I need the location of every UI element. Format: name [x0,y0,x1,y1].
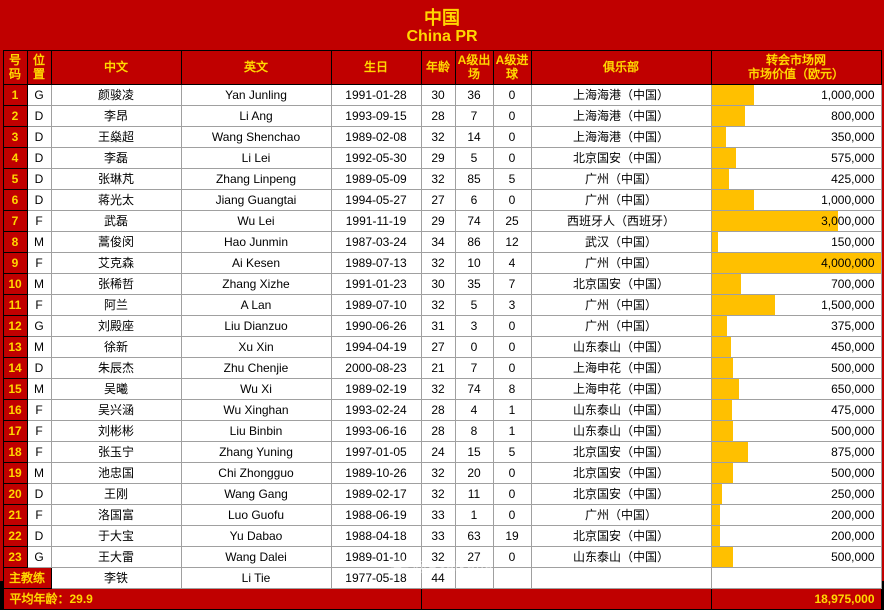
table-row: 18F张玉宁Zhang Yuning1997-01-0524155北京国安（中国… [3,441,881,462]
table-row: 15M吴曦Wu Xi1989-02-1932748上海申花（中国）650,000 [3,378,881,399]
table-row: 8M蒿俊闵Hao Junmin1987-03-24348612武汉（中国）150… [3,231,881,252]
table-row: 3D王燊超Wang Shenchao1989-02-0832140上海海港（中国… [3,126,881,147]
table-row: 19M池忠国Chi Zhongguo1989-10-2632200北京国安（中国… [3,462,881,483]
table-row: 1G颜骏凌Yan Junling1991-01-2830360上海海港（中国）1… [3,84,881,105]
col-num: 号码 [3,51,27,85]
table-row: 13M徐新Xu Xin1994-04-192700山东泰山（中国）450,000 [3,336,881,357]
col-dob: 生日 [331,51,421,85]
col-age: 年龄 [421,51,455,85]
table-row: 2D李昂Li Ang1993-09-152870上海海港（中国）800,000 [3,105,881,126]
footer-row: 平均年龄：29.9 18,975,000 [3,588,881,609]
title-cn: 中国 [0,0,884,28]
table-row: 5D张琳芃Zhang Linpeng1989-05-0932855广州（中国）4… [3,168,881,189]
avg-age: 平均年龄：29.9 [3,588,421,609]
table-row: 7F武磊Wu Lei1991-11-19297425西班牙人（西班牙）3,000… [3,210,881,231]
col-mv: 转会市场网市场价值（欧元） [711,51,881,85]
table-row: 20D王刚Wang Gang1989-02-1732110北京国安（中国）250… [3,483,881,504]
table-row: 16F吴兴涵Wu Xinghan1993-02-242841山东泰山（中国）47… [3,399,881,420]
table-row: 14D朱辰杰Zhu Chenjie2000-08-232170上海申花（中国）5… [3,357,881,378]
col-en: 英文 [181,51,331,85]
table-row: 17F刘彬彬Liu Binbin1993-06-162881山东泰山（中国）50… [3,420,881,441]
table-row: 10M张稀哲Zhang Xizhe1991-01-2330357北京国安（中国）… [3,273,881,294]
col-pos: 位置 [27,51,51,85]
col-club: 俱乐部 [531,51,711,85]
table-row: 22D于大宝Yu Dabao1988-04-18336319北京国安（中国）20… [3,525,881,546]
table-row: 12G刘殿座Liu Dianzuo1990-06-263130广州（中国）375… [3,315,881,336]
roster-table: 号码位置中文英文生日年龄A级出场A级进球俱乐部转会市场网市场价值（欧元） 1G颜… [3,50,882,610]
watermark: @Asaikana [391,557,494,575]
watermark-text: @Asaikana [413,558,494,574]
col-caps: A级出场 [455,51,493,85]
col-goals: A级进球 [493,51,531,85]
table-row: 4D李磊Li Lei1992-05-302950北京国安（中国）575,000 [3,147,881,168]
title-en: China PR [0,28,884,50]
table-row: 6D蒋光太Jiang Guangtai1994-05-272760广州（中国）1… [3,189,881,210]
table-row: 9F艾克森Ai Kesen1989-07-1332104广州（中国）4,000,… [3,252,881,273]
table-row: 21F洛国富Luo Guofu1988-06-193310广州（中国）200,0… [3,504,881,525]
total-market-value: 18,975,000 [711,588,881,609]
table-row: 11F阿兰A Lan1989-07-103253广州（中国）1,500,000 [3,294,881,315]
weibo-icon [391,557,409,575]
col-cn: 中文 [51,51,181,85]
